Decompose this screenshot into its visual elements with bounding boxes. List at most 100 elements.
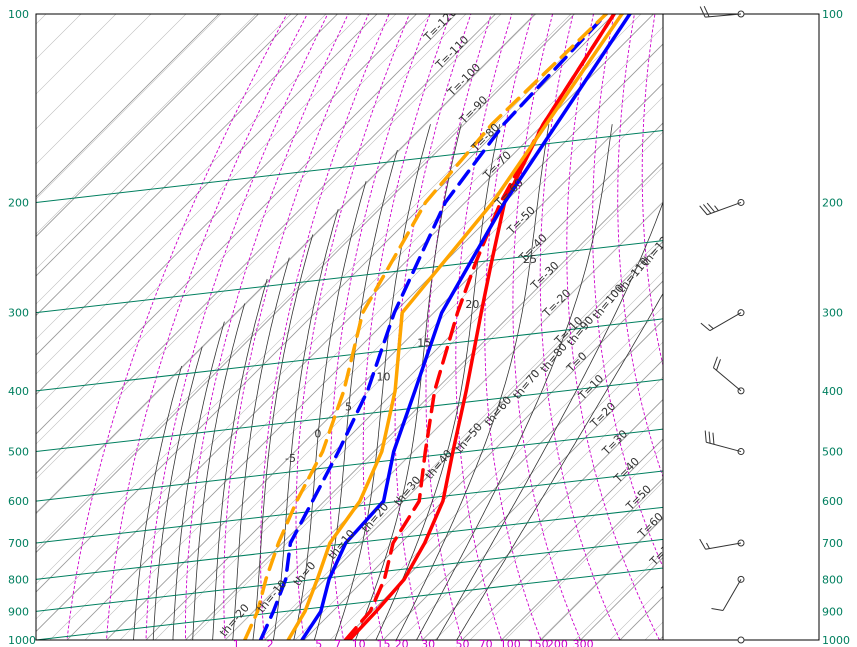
- moist-adiabat-line: [456, 292, 663, 640]
- dry-adiabat-label: th=130: [663, 202, 700, 242]
- dry-adiabat-line: [66, 14, 288, 640]
- isotherm-line: [422, 398, 663, 640]
- dry-adiabat-line: [145, 14, 329, 640]
- isobar-line: [36, 567, 663, 640]
- moist-adiabat-line: [172, 321, 225, 640]
- wind-barb-half-feather: [708, 324, 714, 330]
- right-pressure-tick-label: 900: [822, 605, 843, 618]
- isotherm-label: T=-110: [433, 33, 472, 72]
- isobar-grid: [36, 14, 663, 640]
- wind-barb-half-feather: [714, 205, 719, 211]
- moist-adiabat-line: [395, 124, 550, 640]
- right-pressure-tick-label: 300: [822, 307, 843, 320]
- isotherm-line: [303, 280, 663, 640]
- left-pressure-tick-label: 100: [8, 8, 29, 21]
- diagonal-grid-line: [224, 201, 663, 640]
- wind-barb: [700, 309, 745, 332]
- wind-barb-feather: [711, 607, 724, 612]
- wind-barb: [712, 356, 745, 395]
- isobar-line: [36, 318, 663, 392]
- isotherm-line: [343, 319, 663, 640]
- isotherm-line: [36, 14, 497, 475]
- diagonal-grid-line: [329, 306, 663, 640]
- diagonal-grid-line: [189, 166, 663, 640]
- diagonal-grid-line: [469, 446, 663, 640]
- left-pressure-axis: 100 200 300 400 500 600 700 800 900 1000: [8, 8, 36, 647]
- moist-adiabat-label: 10: [377, 371, 391, 384]
- dry-adiabat-line: [512, 14, 581, 640]
- dry-adiabat-line: [295, 14, 410, 640]
- diagonal-grid-line: [119, 96, 663, 640]
- dry-adiabat-line: [185, 14, 349, 640]
- moist-adiabat-label: -5: [285, 452, 296, 465]
- isobar-line: [36, 14, 41, 15]
- diagonal-grid-line: [36, 14, 292, 270]
- left-pressure-tick-label: 400: [8, 385, 29, 398]
- isotherm-line: [185, 161, 663, 640]
- diagonal-grid-line: [364, 341, 663, 640]
- wind-barb-staff: [705, 542, 742, 550]
- left-pressure-tick-label: 600: [8, 495, 29, 508]
- wind-barb: [711, 575, 745, 612]
- secondary-dashed-line: [243, 14, 608, 640]
- isotherm-line: [36, 14, 299, 277]
- dry-adiabat-line: [617, 14, 663, 479]
- diagonal-grid-line: [434, 411, 663, 640]
- isotherm-line: [264, 240, 663, 640]
- diagonal-grid-line: [36, 14, 432, 410]
- right-pressure-tick-label: 100: [822, 8, 843, 21]
- moist-adiabat-line: [212, 278, 268, 640]
- wind-barb-staff: [713, 367, 742, 392]
- moist-adiabat-label: 20: [465, 298, 479, 311]
- dry-adiabat-label: th=200: [812, 15, 849, 55]
- wind-barb-feather: [703, 204, 712, 214]
- diagonal-grid-line: [36, 14, 362, 340]
- isobar-line: [36, 470, 663, 544]
- isotherm-line: [36, 14, 457, 435]
- left-pressure-tick-label: 300: [8, 307, 29, 320]
- isotherm-line: [106, 82, 663, 640]
- wind-barb-staff: [705, 13, 742, 18]
- mixing-ratio-tick-label: 150: [528, 638, 549, 647]
- mixing-ratio-tick-label: 10: [352, 638, 366, 647]
- left-pressure-tick-label: 500: [8, 446, 29, 459]
- isotherm-line: [36, 14, 339, 317]
- mixing-ratio-tick-label: 15: [377, 638, 391, 647]
- sounding-profiles: [243, 14, 633, 640]
- diagonal-grid-line: [84, 61, 663, 640]
- right-pressure-tick-label: 200: [822, 196, 843, 209]
- right-pressure-axis: 100 200 300 400 500 600 700 800 900 1000: [822, 8, 850, 647]
- wind-barb: [699, 538, 745, 550]
- isotherm-label: T=-120: [421, 6, 460, 45]
- isotherm-line: [778, 0, 857, 640]
- wind-barb: [737, 636, 745, 644]
- wind-barb-staff: [722, 579, 742, 611]
- isotherm-label: T=30: [599, 427, 630, 458]
- isobar-line: [36, 538, 663, 612]
- isotherm-line: [382, 359, 663, 640]
- dry-adiabat-label: th=190: [792, 42, 829, 82]
- diagonal-grid-line: [36, 14, 152, 130]
- wind-barb-feather: [712, 432, 715, 445]
- dry-adiabat-label: th=150: [708, 148, 745, 188]
- diagonal-grid-line: [504, 481, 663, 640]
- isotherm-label: T=-90: [456, 93, 490, 127]
- wind-barb-feather: [699, 6, 706, 18]
- wind-barb-feather: [699, 538, 706, 550]
- moist-adiabat-line: [232, 257, 290, 640]
- diagonal-grid-line: [36, 14, 187, 165]
- moist-adiabat-line: [375, 124, 501, 640]
- dewpoint-solid-line: [300, 14, 633, 640]
- isotherm-line: [36, 14, 615, 593]
- isotherm-label: T=-50: [504, 204, 538, 238]
- wind-barb: [704, 430, 745, 456]
- diagonal-grid-line: [36, 14, 467, 445]
- diagonal-grid-line: [49, 26, 663, 640]
- wind-barbs: [699, 5, 745, 644]
- isobar-line: [36, 129, 663, 203]
- moist-adiabat-line: [152, 346, 203, 640]
- isotherm-line: [36, 14, 655, 633]
- dry-adiabat-label: th=-10: [255, 577, 290, 615]
- wind-barb: [699, 198, 745, 216]
